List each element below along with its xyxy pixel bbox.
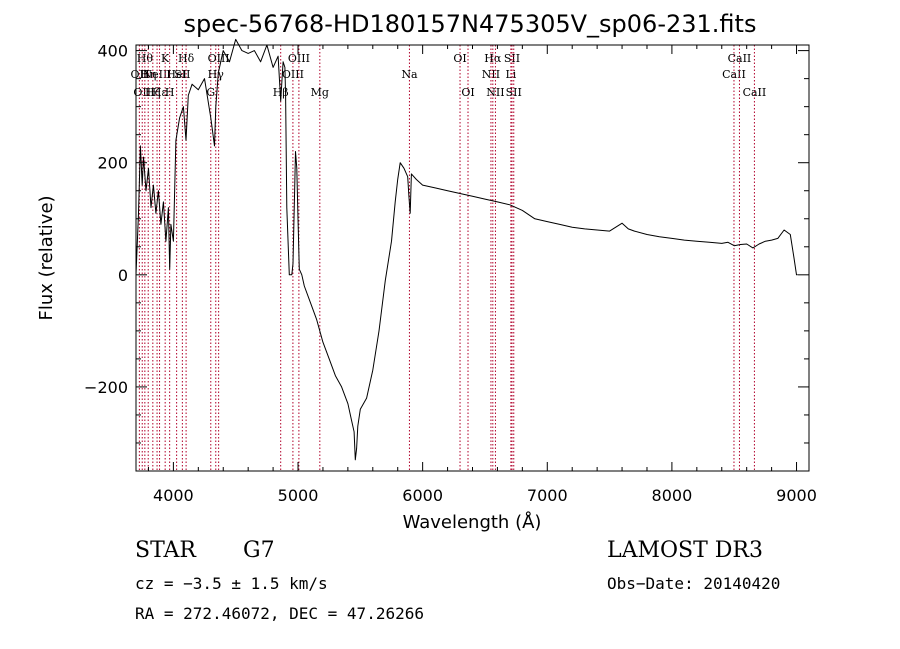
redshift-text: cz = −3.5 ± 1.5 km/s [135, 574, 328, 593]
line-label-4: Hζ [145, 86, 161, 99]
line-label-21: OI [461, 86, 474, 99]
coordinates-text: RA = 272.46072, DEC = 47.26266 [135, 604, 424, 623]
line-label-5: NeIII [142, 68, 171, 81]
line-label-22: NII [482, 68, 500, 81]
line-label-28: CaII [722, 68, 746, 81]
y-tick-label-0: −200 [84, 378, 128, 397]
y-tick-label-1: 0 [118, 266, 128, 285]
line-label-8: H [165, 86, 175, 99]
chart-title: spec-56768-HD180157N475305V_sp06-231.fit… [184, 10, 757, 38]
plot-frame [135, 44, 810, 472]
line-label-6: Hε [152, 86, 168, 99]
line-label-24: NII [486, 86, 504, 99]
line-label-19: Na [401, 68, 418, 81]
obs-date-text: Obs−Date: 20140420 [607, 574, 781, 593]
line-label-25: Li [505, 68, 516, 81]
x-tick-label-3: 7000 [527, 486, 568, 505]
line-label-29: CaII [728, 52, 752, 65]
y-tick-label-3: 400 [97, 42, 128, 61]
line-label-30: CaII [743, 86, 767, 99]
axis-ticks: 4000 5000 6000 7000 8000 9000 −200 0 200 400 [84, 42, 817, 505]
object-class: STAR [135, 538, 196, 563]
x-tick-label-2: 6000 [402, 486, 443, 505]
line-label-14: OIII [208, 52, 230, 65]
x-tick-label-0: 4000 [153, 486, 194, 505]
line-label-11: Hδ [178, 52, 195, 65]
line-label-3: Hη [140, 68, 156, 81]
line-label-18: Mg [311, 86, 329, 99]
x-tick-label-4: 8000 [652, 486, 693, 505]
line-label-17: OIII [288, 52, 310, 65]
line-label-13: Hγ [208, 68, 225, 81]
survey-name: LAMOST DR3 [607, 538, 763, 563]
line-label-2: Hθ [137, 52, 154, 65]
line-label-20: OI [453, 52, 466, 65]
line-label-7: K [161, 52, 170, 65]
line-label-27: SII [506, 86, 522, 99]
object-subclass: G7 [243, 538, 275, 563]
line-label-0: OII [131, 68, 149, 81]
line-label-1: OII [133, 86, 151, 99]
line-label-10: SII [174, 68, 190, 81]
spectral-line-markers: OIIOIIHθHηHζNeIIIHεKHHeISIIHδGHγOIIIHβOI… [131, 45, 767, 471]
line-label-26: SII [504, 52, 520, 65]
spectrum-series [135, 38, 798, 461]
line-label-23: Hα [484, 52, 502, 65]
x-tick-label-5: 9000 [776, 486, 817, 505]
x-axis-label: Wavelength (Å) [403, 511, 542, 533]
y-tick-label-2: 200 [97, 154, 128, 173]
x-tick-label-1: 5000 [278, 486, 319, 505]
y-axis-label: Flux (relative) [36, 195, 57, 320]
line-label-9: HeI [166, 68, 186, 81]
spectrum-line [135, 38, 798, 461]
line-label-12: G [206, 86, 215, 99]
